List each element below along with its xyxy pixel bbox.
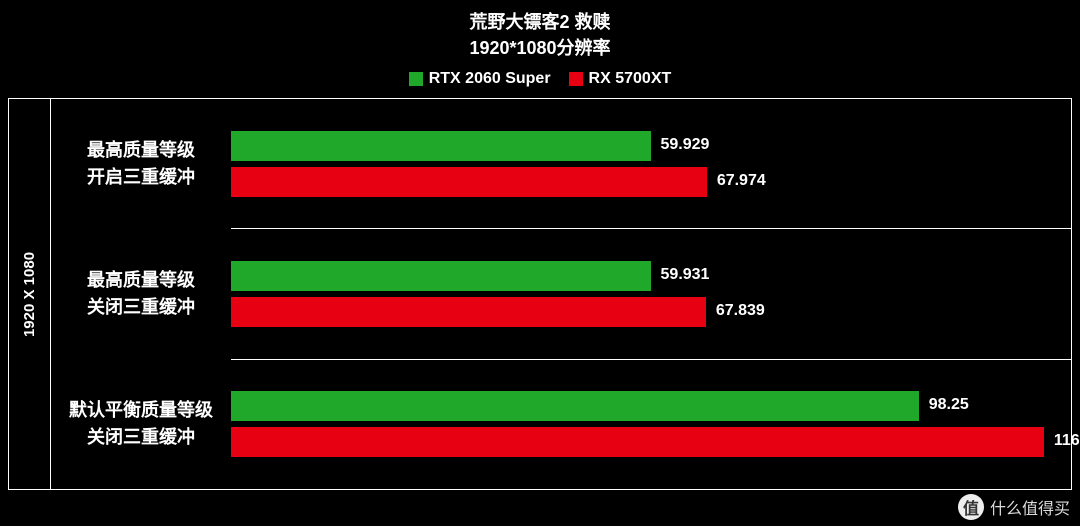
watermark-badge-icon: 值 [958, 494, 984, 520]
legend-item-rx5700xt: RX 5700XT [569, 70, 672, 88]
category-label-1: 最高质量等级 关闭三重缓冲 [51, 229, 231, 359]
bar-label-0-series0: 59.929 [661, 136, 710, 154]
legend-item-rtx2060s: RTX 2060 Super [409, 70, 551, 88]
bar-group-0: 59.929 67.974 [231, 99, 1071, 229]
watermark-text: 什么值得买 [990, 495, 1070, 519]
category-0-line1: 最高质量等级 [87, 137, 195, 164]
legend-swatch-rtx2060s [409, 72, 423, 86]
category-1-line2: 关闭三重缓冲 [87, 294, 195, 321]
bar-label-0-series1: 67.974 [717, 172, 766, 190]
bar-group-2: 98.25 116.129 [231, 360, 1071, 489]
category-2-line1: 默认平衡质量等级 [69, 397, 213, 424]
bar-label-1-series1: 67.839 [716, 302, 765, 320]
bar-2-series0 [231, 391, 919, 421]
chart-title-block: 荒野大镖客2 救赎 1920*1080分辨率 [0, 0, 1080, 60]
chart-frame: 荒野大镖客2 救赎 1920*1080分辨率 RTX 2060 Super RX… [0, 0, 1080, 526]
bar-label-1-series0: 59.931 [661, 266, 710, 284]
bar-0-series0 [231, 131, 651, 161]
y-axis-label: 1920 X 1080 [21, 251, 38, 336]
bar-label-2-series0: 98.25 [929, 396, 969, 414]
bar-2-series1 [231, 427, 1044, 457]
chart-title-line1: 荒野大镖客2 救赎 [0, 8, 1080, 34]
category-1-line1: 最高质量等级 [87, 267, 195, 294]
watermark: 值 什么值得买 [958, 494, 1070, 520]
bar-label-2-series1: 116.129 [1054, 432, 1080, 450]
legend-label-rx5700xt: RX 5700XT [589, 70, 672, 88]
legend-swatch-rx5700xt [569, 72, 583, 86]
legend-label-rtx2060s: RTX 2060 Super [429, 70, 551, 88]
bars-column: 59.929 67.974 59.931 67.839 98.25 116.12… [231, 99, 1071, 489]
category-2-line2: 关闭三重缓冲 [87, 424, 195, 451]
chart-legend: RTX 2060 Super RX 5700XT [0, 70, 1080, 88]
bar-group-1: 59.931 67.839 [231, 229, 1071, 359]
category-label-0: 最高质量等级 开启三重缓冲 [51, 99, 231, 229]
plot-area: 1920 X 1080 最高质量等级 开启三重缓冲 最高质量等级 关闭三重缓冲 … [8, 98, 1072, 490]
bar-1-series0 [231, 261, 651, 291]
y-axis-label-column: 1920 X 1080 [9, 99, 51, 489]
category-0-line2: 开启三重缓冲 [87, 164, 195, 191]
category-label-column: 最高质量等级 开启三重缓冲 最高质量等级 关闭三重缓冲 默认平衡质量等级 关闭三… [51, 99, 231, 489]
chart-title-line2: 1920*1080分辨率 [0, 34, 1080, 60]
bar-1-series1 [231, 297, 706, 327]
bar-0-series1 [231, 167, 707, 197]
category-label-2: 默认平衡质量等级 关闭三重缓冲 [51, 359, 231, 489]
